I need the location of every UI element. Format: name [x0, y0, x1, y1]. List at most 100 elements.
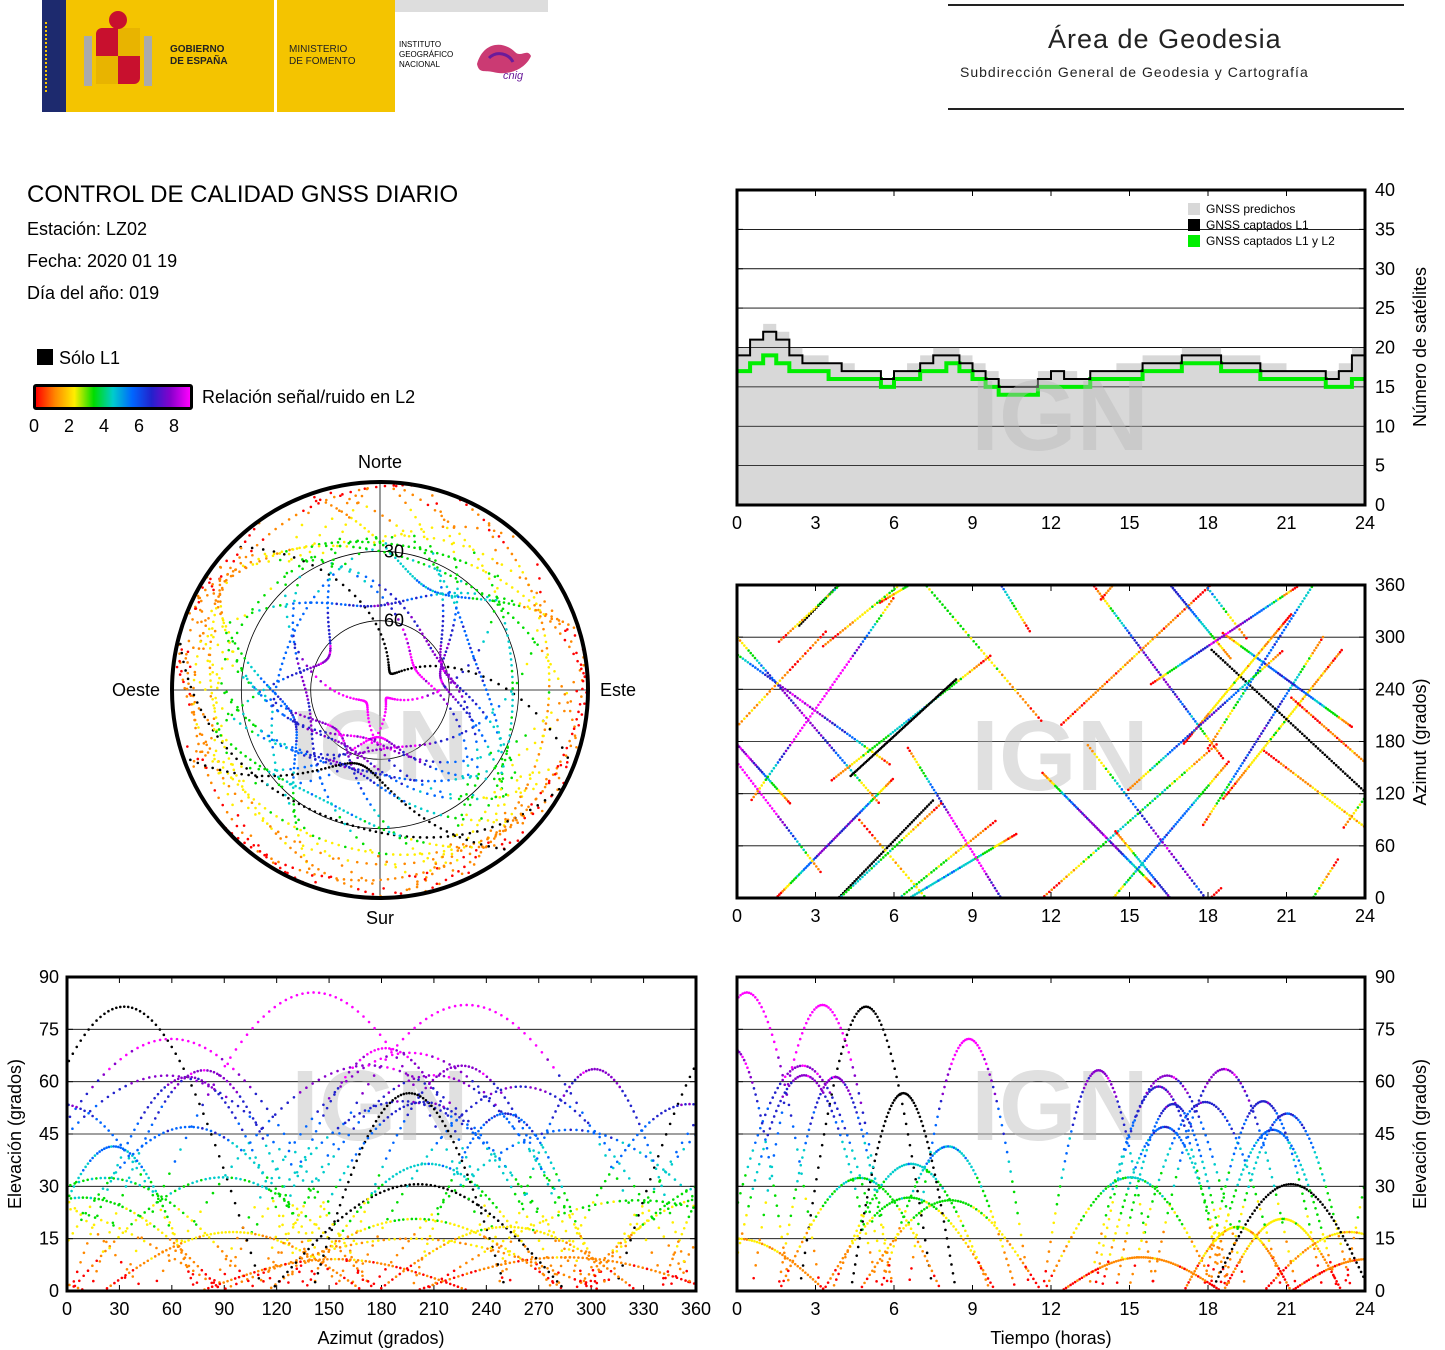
- track-point: [868, 801, 872, 804]
- track-point: [1285, 692, 1289, 695]
- track-point: [356, 887, 360, 891]
- track-point: [1192, 599, 1195, 603]
- track-point: [463, 629, 467, 633]
- track-point: [908, 749, 912, 753]
- track-point: [310, 556, 313, 559]
- track-point: [876, 856, 879, 859]
- track-point: [540, 649, 544, 653]
- track-point: [291, 1245, 294, 1248]
- track-point: [255, 543, 259, 547]
- x-tick-label: 12: [1041, 906, 1061, 926]
- track-point: [1131, 636, 1135, 640]
- track-point: [505, 582, 508, 585]
- track-point: [573, 1109, 577, 1113]
- track-point: [357, 552, 361, 556]
- track-point: [224, 625, 228, 628]
- track-point: [816, 711, 819, 714]
- track-point: [547, 659, 550, 663]
- track-point: [463, 865, 466, 869]
- track-point: [411, 559, 415, 562]
- track-point: [407, 545, 411, 548]
- track-point: [890, 589, 894, 593]
- track-point: [834, 634, 837, 638]
- track-point: [374, 485, 378, 489]
- track-point: [403, 606, 406, 610]
- track-point: [866, 750, 870, 754]
- track-point: [366, 708, 369, 711]
- track-point: [791, 834, 795, 838]
- track-point: [944, 808, 948, 811]
- track-point: [1223, 795, 1227, 798]
- track-point: [745, 646, 748, 650]
- track-point: [377, 814, 380, 818]
- track-point: [1289, 721, 1293, 725]
- track-point: [891, 597, 895, 600]
- track-point: [212, 635, 215, 639]
- track-point: [1144, 653, 1148, 657]
- track-point: [324, 839, 328, 843]
- track-point: [411, 661, 414, 665]
- track-point: [1277, 727, 1281, 730]
- track-point: [379, 742, 382, 746]
- track-point: [1341, 718, 1344, 722]
- track-point: [1239, 673, 1242, 677]
- track-point: [888, 781, 891, 784]
- track-point: [309, 505, 313, 509]
- track-point: [399, 1126, 402, 1130]
- track-point: [1108, 678, 1111, 682]
- track-point: [347, 1118, 351, 1122]
- track-point: [265, 822, 269, 825]
- track-point: [277, 673, 281, 677]
- track-point: [1103, 593, 1106, 597]
- track-point: [441, 609, 445, 613]
- track-point: [837, 773, 840, 777]
- track-point: [776, 761, 780, 764]
- track-point: [353, 768, 357, 772]
- track-point: [385, 547, 388, 550]
- track-point: [250, 546, 254, 550]
- date-label: Fecha: 2020 01 19: [27, 251, 178, 271]
- track-point: [394, 556, 397, 560]
- track-point: [1102, 764, 1106, 768]
- track-point: [517, 787, 521, 790]
- track-point: [1346, 746, 1350, 749]
- track-point: [367, 749, 370, 753]
- track-point: [1267, 661, 1271, 665]
- track-point: [1241, 761, 1244, 765]
- track-point: [525, 747, 529, 751]
- x-tick-label: 0: [62, 1299, 72, 1319]
- track-point: [479, 675, 483, 678]
- track-point: [969, 636, 973, 640]
- track-point: [811, 712, 814, 715]
- track-point: [516, 590, 520, 593]
- track-point: [1251, 653, 1254, 656]
- track-point: [1097, 847, 1100, 850]
- track-point: [463, 1064, 467, 1068]
- track-point: [302, 805, 306, 808]
- track-point: [397, 751, 401, 755]
- track-point: [409, 755, 413, 759]
- track-point: [452, 681, 456, 684]
- track-point: [964, 630, 968, 634]
- track-point: [1160, 675, 1163, 679]
- track-point: [329, 644, 332, 648]
- track-point: [1260, 609, 1263, 612]
- track-point: [870, 866, 873, 870]
- track-point: [858, 818, 861, 822]
- track-point: [334, 739, 337, 742]
- track-point: [859, 755, 863, 759]
- track-point: [523, 605, 526, 609]
- track-point: [414, 779, 418, 782]
- track-point: [1303, 597, 1306, 600]
- track-point: [1281, 595, 1284, 598]
- track-point: [1346, 820, 1350, 824]
- track-point: [1188, 876, 1192, 879]
- track-point: [313, 555, 317, 559]
- track-point: [223, 579, 227, 583]
- track-point: [280, 785, 284, 789]
- track-point: [319, 662, 323, 665]
- track-point: [1198, 758, 1201, 761]
- track-point: [454, 577, 458, 580]
- track-point: [557, 619, 561, 622]
- track-point: [432, 836, 436, 839]
